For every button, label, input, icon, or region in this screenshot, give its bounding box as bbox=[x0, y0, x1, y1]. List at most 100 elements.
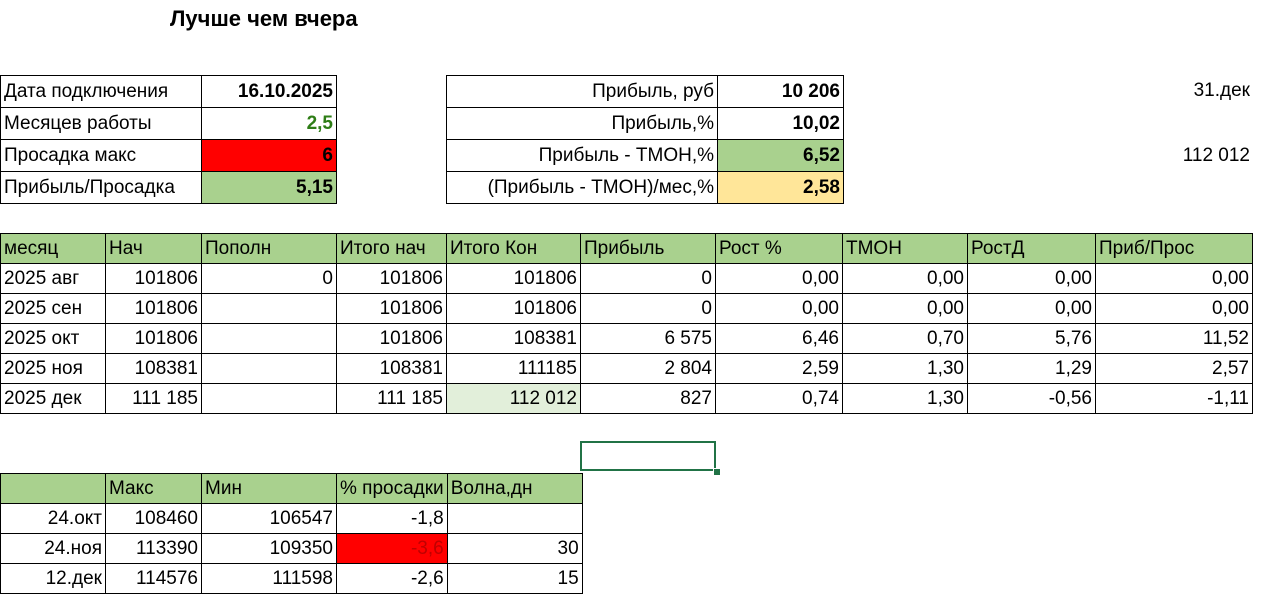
table-cell[interactable] bbox=[201, 353, 337, 384]
label-cell[interactable]: Прибыль - TMOH,% bbox=[446, 139, 718, 172]
profit-rub-cell[interactable]: 10 206 bbox=[717, 75, 844, 108]
table-cell[interactable]: -2,6 bbox=[336, 563, 448, 594]
table-cell[interactable] bbox=[201, 323, 337, 354]
table-cell[interactable]: 106547 bbox=[201, 503, 337, 534]
table-cell[interactable]: 12.дек bbox=[0, 563, 106, 594]
label-cell[interactable]: Прибыль/Просадка bbox=[0, 171, 202, 204]
table-cell[interactable]: 30 bbox=[446, 533, 583, 564]
table-cell[interactable]: 101806 bbox=[105, 263, 202, 294]
table-cell[interactable] bbox=[201, 293, 337, 324]
profit-per-month-cell[interactable]: 2,58 bbox=[717, 171, 844, 204]
column-header[interactable]: Итого нач bbox=[336, 233, 447, 264]
column-header[interactable] bbox=[0, 473, 106, 504]
months-worked-cell[interactable]: 2,5 bbox=[201, 107, 337, 140]
profit-minus-tmon-cell[interactable]: 6,52 bbox=[717, 139, 844, 172]
table-cell[interactable]: 0,74 bbox=[715, 383, 843, 414]
label-cell[interactable]: Дата подключения bbox=[0, 75, 202, 108]
column-header[interactable]: Итого Кон bbox=[446, 233, 581, 264]
column-header[interactable]: месяц bbox=[0, 233, 106, 264]
table-cell[interactable]: 108381 bbox=[336, 353, 447, 384]
table-cell[interactable]: 2,59 bbox=[715, 353, 843, 384]
column-header[interactable]: Рост % bbox=[715, 233, 843, 264]
table-cell[interactable]: 0 bbox=[201, 263, 337, 294]
table-cell[interactable]: 101806 bbox=[336, 263, 447, 294]
table-cell[interactable]: 108381 bbox=[105, 353, 202, 384]
table-cell[interactable]: -1,8 bbox=[336, 503, 448, 534]
table-cell[interactable]: 2025 сен bbox=[0, 293, 106, 324]
table-cell[interactable]: 0,00 bbox=[1095, 263, 1253, 294]
table-cell[interactable]: 113390 bbox=[105, 533, 202, 564]
table-cell[interactable]: 827 bbox=[580, 383, 716, 414]
table-cell[interactable]: 6 575 bbox=[580, 323, 716, 354]
table-cell[interactable]: 111 185 bbox=[105, 383, 202, 414]
table-cell[interactable]: 2025 ноя bbox=[0, 353, 106, 384]
table-cell[interactable]: 24.окт bbox=[0, 503, 106, 534]
column-header[interactable]: Прибыль bbox=[580, 233, 716, 264]
table-cell[interactable]: 1,30 bbox=[842, 353, 968, 384]
table-cell[interactable]: 0,70 bbox=[842, 323, 968, 354]
table-cell[interactable]: 2025 авг bbox=[0, 263, 106, 294]
table-cell[interactable] bbox=[446, 503, 583, 534]
table-cell[interactable]: 108381 bbox=[446, 323, 581, 354]
table-cell[interactable]: 0,00 bbox=[842, 263, 968, 294]
connection-date-cell[interactable]: 16.10.2025 bbox=[201, 75, 337, 108]
table-cell[interactable]: 101806 bbox=[446, 293, 581, 324]
table-cell[interactable]: 0 bbox=[580, 293, 716, 324]
table-cell[interactable]: 112 012 bbox=[446, 383, 581, 414]
column-header[interactable]: TMOH bbox=[842, 233, 968, 264]
table-cell[interactable]: 0,00 bbox=[715, 293, 843, 324]
column-header[interactable]: Пополн bbox=[201, 233, 337, 264]
label-cell[interactable]: Месяцев работы bbox=[0, 107, 202, 140]
table-cell[interactable]: 0 bbox=[580, 263, 716, 294]
table-cell[interactable] bbox=[201, 383, 337, 414]
side-date-cell[interactable]: 31.дек bbox=[1193, 80, 1250, 101]
table-cell[interactable]: 0,00 bbox=[715, 263, 843, 294]
table-cell[interactable]: 0,00 bbox=[967, 293, 1096, 324]
table-cell[interactable]: 1,30 bbox=[842, 383, 968, 414]
table-cell[interactable]: 2 804 bbox=[580, 353, 716, 384]
column-header[interactable]: % просадки bbox=[336, 473, 448, 504]
table-cell[interactable]: 2025 дек bbox=[0, 383, 106, 414]
table-cell[interactable]: 2025 окт bbox=[0, 323, 106, 354]
fill-handle[interactable] bbox=[713, 468, 721, 476]
table-cell[interactable]: 111 185 bbox=[336, 383, 447, 414]
label-cell[interactable]: Прибыль,% bbox=[446, 107, 718, 140]
profit-drawdown-cell[interactable]: 5,15 bbox=[201, 171, 337, 204]
column-header[interactable]: РостД bbox=[967, 233, 1096, 264]
table-cell[interactable]: 11,52 bbox=[1095, 323, 1253, 354]
table-cell[interactable]: 109350 bbox=[201, 533, 337, 564]
side-value-cell[interactable]: 112 012 bbox=[1182, 145, 1250, 166]
table-cell[interactable]: 6,46 bbox=[715, 323, 843, 354]
column-header[interactable]: Мин bbox=[201, 473, 337, 504]
table-cell[interactable]: 101806 bbox=[336, 323, 447, 354]
table-cell[interactable]: 0,00 bbox=[842, 293, 968, 324]
table-cell[interactable]: 2,57 bbox=[1095, 353, 1253, 384]
table-cell[interactable]: 111598 bbox=[201, 563, 337, 594]
label-cell[interactable]: Прибыль, руб bbox=[446, 75, 718, 108]
table-cell[interactable]: 108460 bbox=[105, 503, 202, 534]
column-header[interactable]: Нач bbox=[105, 233, 202, 264]
column-header[interactable]: Приб/Прос bbox=[1095, 233, 1253, 264]
table-cell[interactable]: 0,00 bbox=[967, 263, 1096, 294]
label-cell[interactable]: (Прибыль - TMOH)/мес,% bbox=[446, 171, 718, 204]
column-header[interactable]: Макс bbox=[105, 473, 202, 504]
table-cell[interactable]: -3,6 bbox=[336, 533, 448, 564]
table-cell[interactable]: 101806 bbox=[446, 263, 581, 294]
table-cell[interactable]: 101806 bbox=[105, 323, 202, 354]
table-cell[interactable]: 24.ноя bbox=[0, 533, 106, 564]
selected-cell[interactable] bbox=[580, 441, 716, 471]
table-cell[interactable]: 111185 bbox=[446, 353, 581, 384]
table-cell[interactable]: 0,00 bbox=[1095, 293, 1253, 324]
table-cell[interactable]: 114576 bbox=[105, 563, 202, 594]
label-cell[interactable]: Просадка макс bbox=[0, 139, 202, 172]
table-cell[interactable]: 101806 bbox=[336, 293, 447, 324]
table-cell[interactable]: -1,11 bbox=[1095, 383, 1253, 414]
column-header[interactable]: Волна,дн bbox=[446, 473, 583, 504]
table-cell[interactable]: -0,56 bbox=[967, 383, 1096, 414]
table-cell[interactable]: 1,29 bbox=[967, 353, 1096, 384]
table-cell[interactable]: 5,76 bbox=[967, 323, 1096, 354]
table-cell[interactable]: 15 bbox=[446, 563, 583, 594]
table-cell[interactable]: 101806 bbox=[105, 293, 202, 324]
max-drawdown-cell[interactable]: 6 bbox=[201, 139, 337, 172]
profit-percent-cell[interactable]: 10,02 bbox=[717, 107, 844, 140]
